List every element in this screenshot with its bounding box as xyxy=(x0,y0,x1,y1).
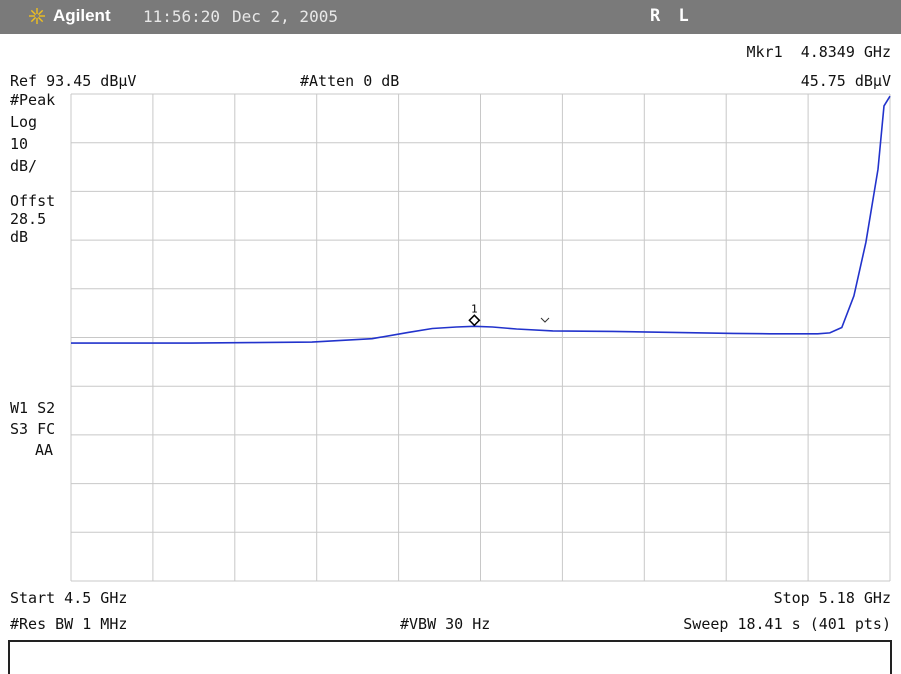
reference-level: Ref 93.45 dBµV xyxy=(10,72,137,90)
brand-name: Agilent xyxy=(53,6,111,25)
scale-type: Log xyxy=(10,113,38,131)
resolution-bandwidth: #Res BW 1 MHz xyxy=(10,615,128,633)
scale-per-div: 10 xyxy=(10,135,29,153)
marker-1: 1 xyxy=(468,302,481,327)
marker-level: 45.75 dBµV xyxy=(800,72,891,90)
trace-status-3: AA xyxy=(35,441,54,459)
marker-freq-value: 4.8349 GHz xyxy=(800,43,891,61)
remote-local-indicator: R L xyxy=(650,6,693,26)
attenuation: #Atten 0 dB xyxy=(300,72,400,90)
marker-diamond-icon xyxy=(468,314,481,327)
offset-label: Offst xyxy=(10,192,56,210)
stop-frequency: Stop 5.18 GHz xyxy=(773,589,891,607)
marker-label: Mkr1 xyxy=(746,43,783,61)
logo-ray xyxy=(30,9,37,16)
clock-date: Dec 2, 2005 xyxy=(232,7,338,26)
logo-ray xyxy=(30,16,37,23)
trace-status-1: W1 S2 xyxy=(10,399,56,417)
offset-unit: dB xyxy=(10,228,29,246)
title-bar: Agilent 11:56:20 Dec 2, 2005 R L xyxy=(0,0,901,34)
trace-status-2: S3 FC xyxy=(10,420,56,438)
clock-time: 11:56:20 xyxy=(143,7,221,26)
video-bandwidth: #VBW 30 Hz xyxy=(400,615,491,633)
sweep-time: Sweep 18.41 s (401 pts) xyxy=(683,615,891,633)
spectrum-trace xyxy=(71,95,891,344)
agilent-logo-icon xyxy=(28,7,46,25)
logo-ray xyxy=(37,9,44,16)
scale-unit: dB/ xyxy=(10,157,38,175)
message-area xyxy=(8,640,892,674)
marker-number: 1 xyxy=(471,302,478,315)
marker-frequency: Mkr1 4.8349 GHz xyxy=(747,44,892,61)
trace-peak-caret-icon xyxy=(540,317,550,323)
logo-ray xyxy=(37,16,44,23)
start-frequency: Start 4.5 GHz xyxy=(10,589,128,607)
detector-mode: #Peak xyxy=(10,91,56,109)
offset-value: 28.5 xyxy=(10,210,47,228)
graticule xyxy=(70,93,891,582)
